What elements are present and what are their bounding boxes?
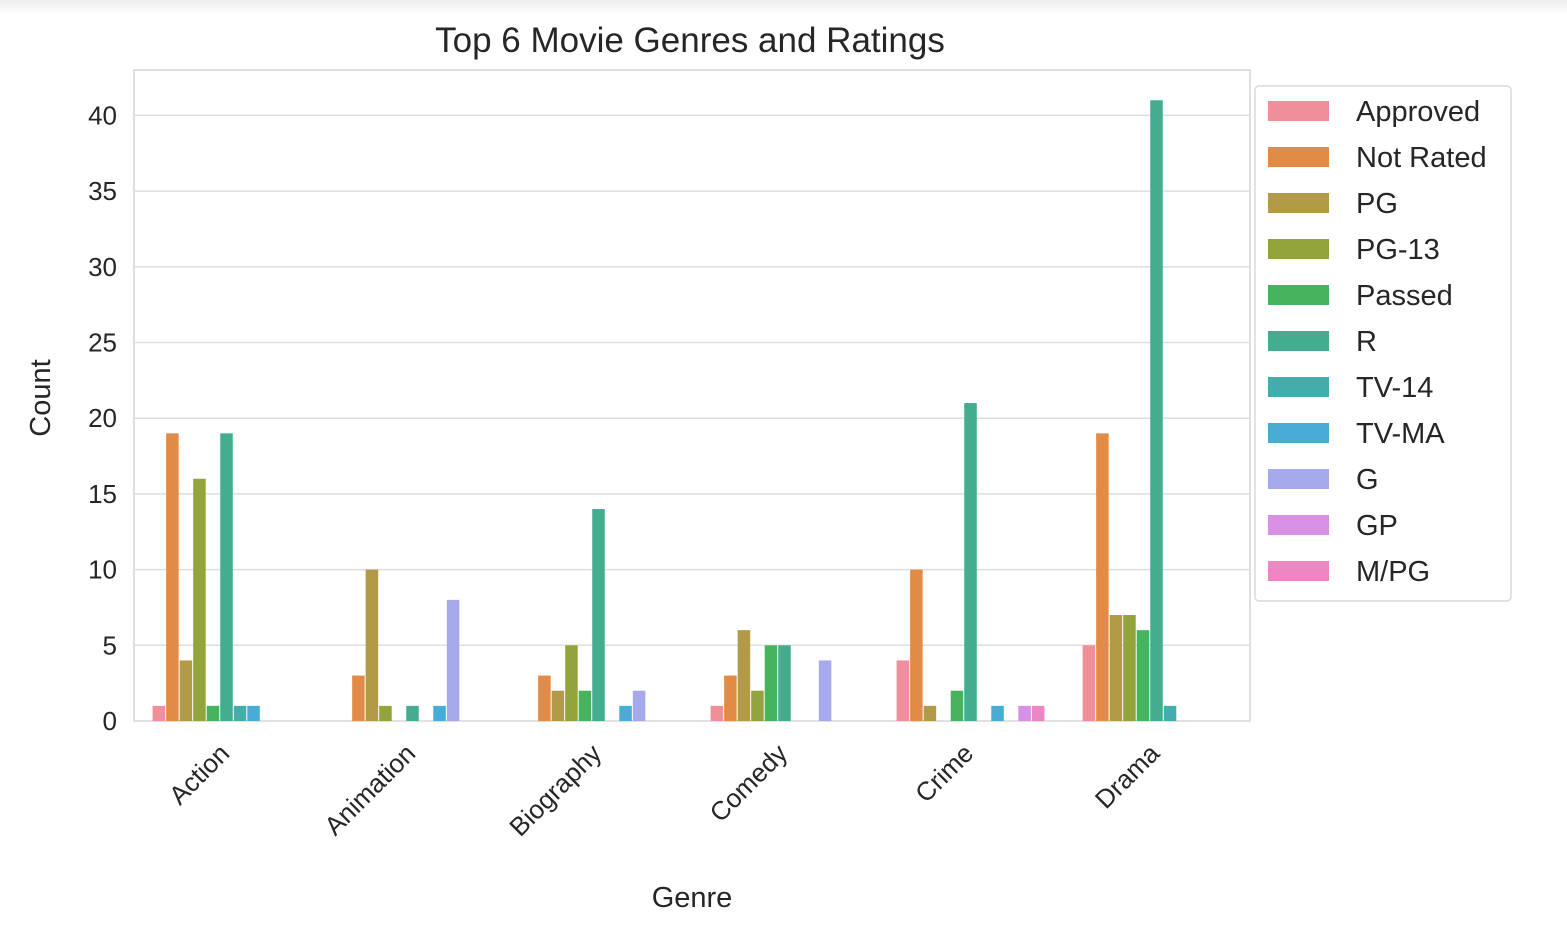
bar-action-tv-ma bbox=[247, 705, 260, 721]
bar-biography-r bbox=[592, 509, 605, 721]
window-top-bar bbox=[0, 0, 1567, 14]
bar-biography-passed bbox=[578, 690, 592, 721]
legend-label-r: R bbox=[1356, 326, 1377, 358]
legend-label-passed: Passed bbox=[1356, 280, 1453, 312]
bar-drama-approved bbox=[1082, 645, 1096, 721]
legend-swatch-not-rated bbox=[1268, 147, 1329, 167]
x-tick-label-comedy: Comedy bbox=[704, 738, 794, 828]
bar-drama-tv-14 bbox=[1163, 705, 1177, 721]
bar-drama-pg-13 bbox=[1123, 615, 1136, 721]
bar-crime-pg bbox=[923, 705, 937, 721]
legend: Approved Not Rated PG PG-13 Passed R TV-14 TV-M… bbox=[1254, 85, 1512, 602]
legend-swatch-approved bbox=[1268, 101, 1329, 121]
bar-biography-pg-13 bbox=[565, 645, 578, 721]
x-tick-label-drama: Drama bbox=[1089, 738, 1166, 815]
bar-crime-r bbox=[964, 403, 977, 721]
bar-drama-passed bbox=[1136, 630, 1150, 721]
plot-area bbox=[133, 69, 1251, 722]
bar-comedy-approved bbox=[710, 705, 724, 721]
legend-label-g: G bbox=[1356, 464, 1379, 496]
bar-biography-g bbox=[632, 690, 646, 721]
bar-crime-passed bbox=[950, 690, 964, 721]
x-tick-label-animation: Animation bbox=[318, 738, 421, 841]
legend-label-approved: Approved bbox=[1356, 96, 1480, 128]
bar-crime-tv-ma bbox=[991, 705, 1004, 721]
x-tick-label-crime: Crime bbox=[909, 738, 979, 808]
bar-action-pg-13 bbox=[193, 478, 206, 721]
y-tick-label-35: 35 bbox=[88, 176, 117, 206]
chart-title: Top 6 Movie Genres and Ratings bbox=[435, 21, 945, 60]
bar-comedy-passed bbox=[764, 645, 778, 721]
y-tick-label-15: 15 bbox=[88, 479, 117, 509]
bar-drama-pg bbox=[1109, 615, 1123, 721]
bar-comedy-pg-13 bbox=[751, 690, 764, 721]
legend-swatch-r bbox=[1268, 331, 1329, 351]
legend-swatch-pg-13 bbox=[1268, 239, 1329, 259]
bar-animation-pg bbox=[365, 569, 379, 721]
x-tick-label-biography: Biography bbox=[503, 738, 607, 842]
bar-action-not-rated bbox=[166, 433, 179, 721]
y-tick-labels: 0 5 10 15 20 25 30 35 40 bbox=[88, 100, 117, 736]
y-tick-label-40: 40 bbox=[88, 100, 117, 130]
grid-lines bbox=[134, 114, 1250, 722]
legend-swatch-g bbox=[1268, 469, 1329, 489]
legend-swatch-passed bbox=[1268, 285, 1329, 305]
legend-label-not-rated: Not Rated bbox=[1356, 142, 1487, 174]
legend-label-pg: PG bbox=[1356, 188, 1398, 220]
legend-swatch-m-pg bbox=[1268, 561, 1329, 581]
y-tick-label-30: 30 bbox=[88, 252, 117, 282]
y-tick-label-20: 20 bbox=[88, 403, 117, 433]
bar-comedy-pg bbox=[737, 630, 751, 721]
legend-label-m-pg: M/PG bbox=[1356, 556, 1430, 588]
x-tick-labels: Action Animation Biography Comedy Crime Drama bbox=[163, 738, 1166, 842]
y-tick-label-25: 25 bbox=[88, 328, 117, 358]
y-tick-label-5: 5 bbox=[103, 630, 117, 660]
bar-action-tv-14 bbox=[233, 705, 247, 721]
legend-label-gp: GP bbox=[1356, 510, 1398, 542]
bar-drama-r bbox=[1150, 100, 1163, 722]
bar-comedy-r bbox=[778, 645, 791, 721]
x-axis-title: Genre bbox=[652, 882, 733, 914]
legend-label-pg-13: PG-13 bbox=[1356, 234, 1440, 266]
bar-action-pg bbox=[179, 660, 193, 721]
legend-swatch-pg bbox=[1268, 193, 1329, 213]
bar-action-approved bbox=[152, 705, 166, 721]
bar-biography-pg bbox=[551, 690, 565, 721]
bar-comedy-not-rated bbox=[724, 675, 737, 721]
bar-drama-not-rated bbox=[1096, 433, 1109, 721]
bar-animation-tv-ma bbox=[433, 705, 446, 721]
bar-animation-not-rated bbox=[352, 675, 365, 721]
legend-swatch-gp bbox=[1268, 515, 1329, 535]
y-axis-title: Count bbox=[25, 359, 57, 436]
x-tick-label-action: Action bbox=[163, 738, 235, 810]
bar-crime-gp bbox=[1018, 705, 1031, 721]
bar-biography-tv-ma bbox=[619, 705, 632, 721]
legend-label-tv-14: TV-14 bbox=[1356, 372, 1433, 404]
legend-swatch-tv-14 bbox=[1268, 377, 1329, 397]
bars bbox=[152, 100, 1177, 722]
bar-animation-g bbox=[446, 599, 460, 721]
legend-label-tv-ma: TV-MA bbox=[1356, 418, 1445, 450]
bar-crime-approved bbox=[896, 660, 910, 721]
legend-swatch-tv-ma bbox=[1268, 423, 1329, 443]
y-tick-label-0: 0 bbox=[103, 706, 117, 736]
bar-crime-m-pg bbox=[1031, 705, 1045, 721]
bar-action-r bbox=[220, 433, 233, 721]
bar-action-passed bbox=[206, 705, 220, 721]
bar-animation-pg-13 bbox=[379, 705, 392, 721]
y-tick-label-10: 10 bbox=[88, 555, 117, 585]
bar-animation-r bbox=[406, 705, 419, 721]
bar-crime-not-rated bbox=[910, 569, 923, 721]
bar-biography-not-rated bbox=[538, 675, 551, 721]
bar-comedy-g bbox=[818, 660, 832, 721]
